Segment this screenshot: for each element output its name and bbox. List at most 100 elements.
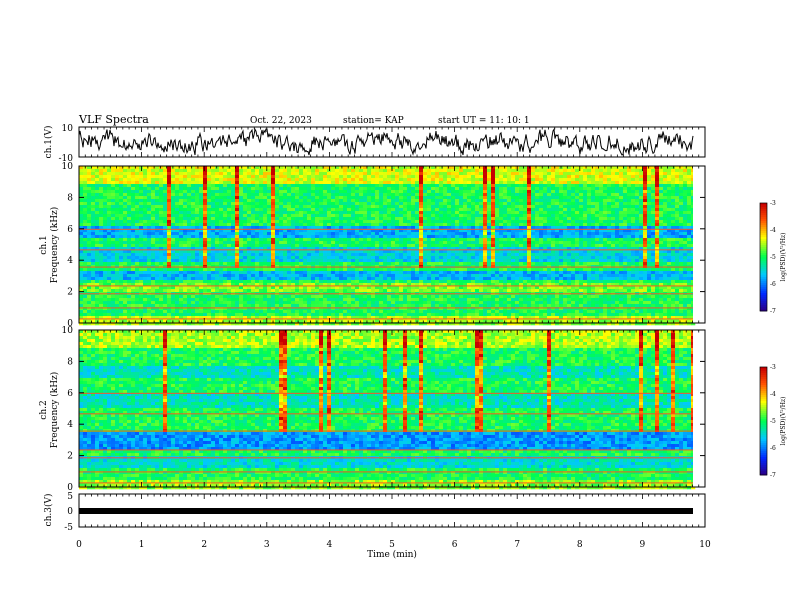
spectrogram-cell	[399, 232, 403, 235]
spectrogram-cell	[195, 199, 199, 202]
spectrogram-cell	[251, 232, 255, 235]
spectrogram-cell	[679, 184, 683, 187]
spectrogram-cell	[79, 250, 83, 253]
spectrogram-cell	[407, 220, 411, 223]
spectrogram-cell	[131, 223, 135, 226]
spectrogram-cell	[523, 193, 527, 196]
spectrogram-cell	[451, 256, 455, 259]
spectrogram-cell	[415, 202, 419, 205]
spectrogram-cell	[263, 184, 267, 187]
spectrogram-cell	[291, 238, 295, 241]
spectrogram-cell	[131, 256, 135, 259]
spectrogram-cell	[347, 238, 351, 241]
spectrogram-cell	[443, 259, 447, 262]
spectrogram-cell	[187, 187, 191, 190]
spectrogram-cell	[227, 172, 231, 175]
spectrogram-cell	[555, 244, 559, 247]
spectrogram-cell	[339, 193, 343, 196]
spectrogram-cell	[403, 172, 407, 175]
spectrogram-cell	[623, 196, 627, 199]
spectrogram-cell	[479, 190, 483, 193]
spectrogram-cell	[587, 172, 591, 175]
spectrogram-cell	[207, 184, 211, 187]
spectrogram-cell	[639, 223, 643, 226]
spectrogram-cell	[175, 208, 179, 211]
spectrogram-cell	[531, 205, 535, 208]
spectrogram-cell	[171, 193, 175, 196]
spectrogram-cell	[407, 202, 411, 205]
spectrogram-cell	[675, 184, 679, 187]
spectrogram-cell	[687, 208, 691, 211]
spectrogram-cell	[523, 178, 527, 181]
spectrogram-cell	[219, 214, 223, 217]
spectrogram-cell	[415, 244, 419, 247]
spectrogram-cell	[451, 253, 455, 256]
spectrogram-cell	[595, 238, 599, 241]
spectrogram-cell	[191, 202, 195, 205]
spectrogram-cell	[407, 232, 411, 235]
spectrogram-cell	[611, 205, 615, 208]
spectrogram-cell	[207, 196, 211, 199]
spectrogram-cell	[499, 205, 503, 208]
spectrogram-cell	[155, 214, 159, 217]
spectrogram-cell	[87, 184, 91, 187]
spectrogram-cell	[423, 253, 427, 256]
spectrogram-cell	[431, 232, 435, 235]
spectrogram-cell	[179, 256, 183, 259]
spectrogram-cell	[339, 220, 343, 223]
spectrogram-cell	[391, 232, 395, 235]
spectrogram-cell	[647, 208, 651, 211]
spectrogram-cell	[215, 175, 219, 178]
spectrogram-cell	[179, 244, 183, 247]
spectrogram-cell	[555, 241, 559, 244]
spectrogram-cell	[639, 199, 643, 202]
spectrogram-cell	[131, 238, 135, 241]
spectrogram-cell	[255, 217, 259, 220]
spectrogram-cell	[507, 232, 511, 235]
spectrogram-cell	[99, 172, 103, 175]
spectrogram-cell	[99, 211, 103, 214]
spectrogram-cell	[315, 211, 319, 214]
spectrogram-cell	[647, 244, 651, 247]
spectrogram-cell	[363, 187, 367, 190]
spectrogram-cell	[331, 199, 335, 202]
spectrogram-cell	[547, 181, 551, 184]
spectrogram-cell	[183, 262, 187, 265]
spectrogram-cell	[455, 244, 459, 247]
spectrogram-cell	[91, 220, 95, 223]
spectrogram-cell	[607, 208, 611, 211]
spectrogram-cell	[531, 202, 535, 205]
spectrogram-cell	[363, 238, 367, 241]
spectrogram-cell	[383, 184, 387, 187]
spectrogram-cell	[135, 259, 139, 262]
spectrogram-cell	[175, 256, 179, 259]
spectrogram-cell	[183, 196, 187, 199]
spectrogram-cell	[359, 205, 363, 208]
spectrogram-cell	[323, 235, 327, 238]
spectrogram-cell	[267, 199, 271, 202]
spectrogram-cell	[239, 262, 243, 265]
spectrogram-cell	[391, 175, 395, 178]
spectrogram-cell	[235, 214, 239, 217]
spectrogram-cell	[651, 259, 655, 262]
spectrogram-cell	[679, 202, 683, 205]
spectrogram-cell	[371, 202, 375, 205]
spectrogram-cell	[263, 205, 267, 208]
spectrogram-cell	[607, 187, 611, 190]
spectrogram-cell	[611, 223, 615, 226]
spectrogram-cell	[579, 253, 583, 256]
spectrogram-cell	[607, 169, 611, 172]
spectrogram-cell	[187, 220, 191, 223]
spectrogram-cell	[131, 208, 135, 211]
spectrogram-cell	[171, 172, 175, 175]
spectrogram-cell	[679, 199, 683, 202]
spectrogram-cell	[179, 187, 183, 190]
spectrogram-cell	[319, 235, 323, 238]
spectrogram-cell	[95, 232, 99, 235]
spectrogram-cell	[239, 208, 243, 211]
spectrogram-cell	[471, 181, 475, 184]
spectrogram-cell	[475, 190, 479, 193]
spectrogram-cell	[395, 172, 399, 175]
ch1-waveform-panel: 10 -10 ch.1(V)	[43, 124, 705, 164]
spectrogram-cell	[631, 253, 635, 256]
